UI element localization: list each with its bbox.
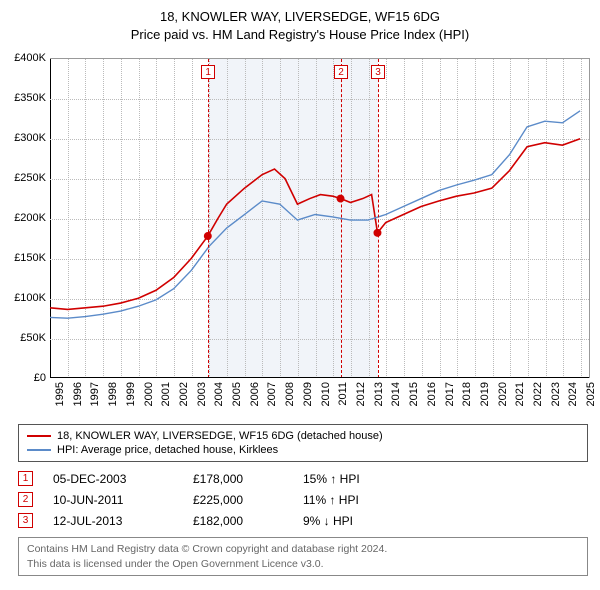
legend-row: 18, KNOWLER WAY, LIVERSEDGE, WF15 6DG (d… bbox=[27, 429, 579, 443]
xtick-label: 2011 bbox=[337, 382, 349, 406]
ytick-label: £300K bbox=[2, 132, 46, 144]
sales-price: £178,000 bbox=[193, 472, 303, 486]
sales-id-box: 2 bbox=[18, 492, 33, 507]
xtick-label: 2020 bbox=[497, 382, 509, 406]
xtick-label: 2014 bbox=[390, 382, 402, 406]
legend-label: 18, KNOWLER WAY, LIVERSEDGE, WF15 6DG (d… bbox=[57, 430, 383, 442]
sales-row: 1 05-DEC-2003£178,00015% ↑ HPI bbox=[18, 468, 588, 489]
xtick-label: 2009 bbox=[302, 382, 314, 406]
xtick-label: 2004 bbox=[213, 382, 225, 406]
xtick-label: 2010 bbox=[320, 382, 332, 406]
ytick-label: £0 bbox=[2, 372, 46, 384]
xtick-label: 2015 bbox=[408, 382, 420, 406]
xtick-label: 1999 bbox=[125, 382, 137, 406]
title-subtitle: Price paid vs. HM Land Registry's House … bbox=[0, 26, 600, 44]
sales-date: 12-JUL-2013 bbox=[53, 514, 193, 528]
sales-hpi: 9% ↓ HPI bbox=[303, 514, 413, 528]
xtick-label: 2021 bbox=[514, 382, 526, 406]
xtick-label: 2024 bbox=[567, 382, 579, 406]
ytick-label: £400K bbox=[2, 52, 46, 64]
sales-price: £182,000 bbox=[193, 514, 303, 528]
xtick-label: 2012 bbox=[355, 382, 367, 406]
xtick-label: 1998 bbox=[107, 382, 119, 406]
event-line bbox=[208, 59, 209, 378]
event-marker-box: 2 bbox=[334, 65, 348, 79]
legend-row: HPI: Average price, detached house, Kirk… bbox=[27, 443, 579, 457]
sales-id-box: 3 bbox=[18, 513, 33, 528]
series-hpi bbox=[50, 111, 580, 318]
sales-id-box: 1 bbox=[18, 471, 33, 486]
sales-date: 05-DEC-2003 bbox=[53, 472, 193, 486]
title-block: 18, KNOWLER WAY, LIVERSEDGE, WF15 6DG Pr… bbox=[0, 0, 600, 48]
xtick-label: 2022 bbox=[532, 382, 544, 406]
event-line bbox=[341, 59, 342, 378]
ytick-label: £200K bbox=[2, 212, 46, 224]
xtick-label: 2008 bbox=[284, 382, 296, 406]
xtick-label: 2016 bbox=[426, 382, 438, 406]
xtick-label: 2019 bbox=[479, 382, 491, 406]
legend-box: 18, KNOWLER WAY, LIVERSEDGE, WF15 6DG (d… bbox=[18, 424, 588, 462]
xtick-label: 2025 bbox=[585, 382, 597, 406]
chart-area: 1 2 3 £0 £50K £100K £150K £200K £250K £300K £350K… bbox=[0, 48, 600, 418]
attribution-line-2: This data is licensed under the Open Gov… bbox=[27, 557, 579, 571]
xtick-label: 2006 bbox=[249, 382, 261, 406]
sales-price: £225,000 bbox=[193, 493, 303, 507]
xtick-label: 2001 bbox=[160, 382, 172, 406]
xtick-label: 2002 bbox=[178, 382, 190, 406]
xtick-label: 2023 bbox=[550, 382, 562, 406]
xtick-label: 2005 bbox=[231, 382, 243, 406]
event-line bbox=[378, 59, 379, 378]
attribution-box: Contains HM Land Registry data © Crown c… bbox=[18, 537, 588, 575]
sales-hpi: 15% ↑ HPI bbox=[303, 472, 413, 486]
xtick-label: 2013 bbox=[373, 382, 385, 406]
page-root: 18, KNOWLER WAY, LIVERSEDGE, WF15 6DG Pr… bbox=[0, 0, 600, 576]
xtick-label: 2003 bbox=[196, 382, 208, 406]
series-svg bbox=[50, 59, 589, 378]
title-address: 18, KNOWLER WAY, LIVERSEDGE, WF15 6DG bbox=[0, 8, 600, 26]
plot-region: 1 2 3 bbox=[50, 58, 590, 378]
xtick-label: 1995 bbox=[54, 382, 66, 406]
sales-row: 2 10-JUN-2011£225,00011% ↑ HPI bbox=[18, 489, 588, 510]
ytick-label: £150K bbox=[2, 252, 46, 264]
attribution-line-1: Contains HM Land Registry data © Crown c… bbox=[27, 542, 579, 556]
sales-row: 3 12-JUL-2013£182,0009% ↓ HPI bbox=[18, 510, 588, 531]
ytick-label: £100K bbox=[2, 292, 46, 304]
legend-label: HPI: Average price, detached house, Kirk… bbox=[57, 444, 278, 456]
sales-hpi: 11% ↑ HPI bbox=[303, 493, 413, 507]
event-marker-box: 3 bbox=[371, 65, 385, 79]
legend-swatch bbox=[27, 435, 51, 437]
xtick-label: 2007 bbox=[266, 382, 278, 406]
ytick-label: £50K bbox=[2, 332, 46, 344]
ytick-label: £250K bbox=[2, 172, 46, 184]
xtick-label: 1996 bbox=[72, 382, 84, 406]
xtick-label: 2000 bbox=[143, 382, 155, 406]
xtick-label: 2018 bbox=[461, 382, 473, 406]
event-marker-box: 1 bbox=[201, 65, 215, 79]
xtick-label: 1997 bbox=[89, 382, 101, 406]
ytick-label: £350K bbox=[2, 92, 46, 104]
legend-swatch bbox=[27, 449, 51, 451]
sales-table: 1 05-DEC-2003£178,00015% ↑ HPI 2 10-JUN-201… bbox=[18, 468, 588, 531]
xtick-label: 2017 bbox=[444, 382, 456, 406]
sales-date: 10-JUN-2011 bbox=[53, 493, 193, 507]
